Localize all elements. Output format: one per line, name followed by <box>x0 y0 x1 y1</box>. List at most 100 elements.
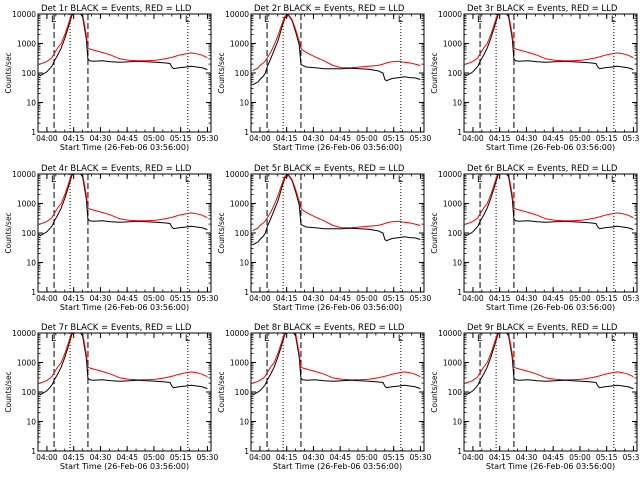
plot-frame <box>37 332 212 452</box>
x-tick-label: 04:00 <box>36 453 58 462</box>
flag-marker: L <box>611 175 616 185</box>
y-tick-label: 10 <box>239 259 249 268</box>
x-tick-label: 04:45 <box>116 134 138 143</box>
events-series <box>465 14 634 77</box>
x-tick-label: 05:30 <box>410 294 432 303</box>
events-series <box>39 14 208 77</box>
y-axis-label: Counts/sec <box>4 212 13 253</box>
x-tick-label: 04:30 <box>90 134 112 143</box>
x-tick-label: 04:00 <box>36 294 58 303</box>
y-tick-label: 10000 <box>438 10 462 19</box>
y-tick-label: 100 <box>448 69 463 78</box>
lld-series <box>39 333 208 384</box>
y-tick-label: 1 <box>457 128 462 137</box>
events-series <box>465 333 634 396</box>
y-axis-label: Counts/sec <box>217 52 226 93</box>
x-tick-label: 04:15 <box>489 453 511 462</box>
y-tick-label: 1 <box>31 128 36 137</box>
plot-frame <box>37 173 212 293</box>
y-tick-label: 10000 <box>12 170 36 179</box>
flag-marker: L <box>51 15 56 25</box>
x-tick-label: 05:30 <box>197 453 219 462</box>
flag-marker: L <box>264 334 269 344</box>
lld-series <box>39 14 208 65</box>
events-series <box>252 333 421 396</box>
lld-series <box>252 174 421 232</box>
chart-title: Det 9r BLACK = Events, RED = LLD <box>467 323 618 333</box>
x-tick-label: 04:45 <box>116 453 138 462</box>
flag-marker: L <box>185 334 190 344</box>
x-tick-label: 04:00 <box>462 134 484 143</box>
y-axis-label: Counts/sec <box>4 371 13 412</box>
y-tick-label: 10000 <box>225 329 249 338</box>
x-tick-label: 04:00 <box>462 453 484 462</box>
x-tick-label: 04:30 <box>516 294 538 303</box>
x-tick-label: 05:15 <box>596 294 618 303</box>
x-tick-label: 05:15 <box>383 294 405 303</box>
x-tick-label: 04:30 <box>90 294 112 303</box>
x-tick-label: 05:00 <box>356 134 378 143</box>
x-tick-label: 04:00 <box>249 453 271 462</box>
x-tick-label: 04:45 <box>116 294 138 303</box>
x-tick-label: 05:00 <box>569 134 591 143</box>
y-tick-label: 1000 <box>443 200 462 209</box>
y-tick-label: 1000 <box>17 359 36 368</box>
y-tick-label: 100 <box>22 229 37 238</box>
y-axis-label: Counts/sec <box>430 52 439 93</box>
y-tick-label: 1000 <box>443 40 462 49</box>
x-tick-label: 05:00 <box>143 294 165 303</box>
flag-marker: L <box>611 15 616 25</box>
y-tick-label: 100 <box>22 388 37 397</box>
x-tick-label: 05:15 <box>383 134 405 143</box>
x-tick-label: 04:30 <box>303 453 325 462</box>
y-tick-label: 100 <box>235 388 250 397</box>
x-tick-label: 05:15 <box>383 453 405 462</box>
y-tick-label: 10 <box>239 418 249 427</box>
x-tick-label: 04:45 <box>329 453 351 462</box>
y-tick-label: 10 <box>26 99 36 108</box>
y-tick-label: 1 <box>244 128 249 137</box>
y-tick-label: 10000 <box>12 329 36 338</box>
x-tick-label: 04:30 <box>303 294 325 303</box>
lld-series <box>465 333 634 384</box>
y-axis-label: Counts/sec <box>217 212 226 253</box>
x-tick-label: 04:15 <box>276 134 298 143</box>
chart-title: Det 2r BLACK = Events, RED = LLD <box>254 4 405 14</box>
x-axis-label: Start Time (26-Feb-06 03:56:00) <box>60 303 189 312</box>
events-series <box>252 14 421 86</box>
y-tick-label: 10000 <box>12 10 36 19</box>
x-tick-label: 04:45 <box>329 134 351 143</box>
x-axis-label: Start Time (26-Feb-06 03:56:00) <box>486 303 615 312</box>
chart-title: Det 4r BLACK = Events, RED = LLD <box>41 164 192 174</box>
y-tick-label: 100 <box>235 229 250 238</box>
x-axis-label: Start Time (26-Feb-06 03:56:00) <box>486 462 615 471</box>
y-axis-label: Counts/sec <box>430 212 439 253</box>
x-tick-label: 05:00 <box>569 294 591 303</box>
x-tick-label: 05:30 <box>197 294 219 303</box>
x-tick-label: 04:45 <box>329 294 351 303</box>
x-tick-label: 04:00 <box>462 294 484 303</box>
y-tick-label: 10 <box>452 259 462 268</box>
y-tick-label: 10000 <box>438 170 462 179</box>
lld-series <box>465 14 634 65</box>
x-tick-label: 04:45 <box>542 294 564 303</box>
x-tick-label: 05:00 <box>143 134 165 143</box>
x-tick-label: 04:00 <box>249 134 271 143</box>
lld-series <box>252 333 421 384</box>
plot-frame <box>463 332 638 452</box>
y-tick-label: 1 <box>31 447 36 456</box>
chart-title: Det 5r BLACK = Events, RED = LLD <box>254 164 405 174</box>
y-tick-label: 1000 <box>17 40 36 49</box>
flag-marker: L <box>264 175 269 185</box>
y-tick-label: 100 <box>448 229 463 238</box>
y-tick-label: 1000 <box>230 359 249 368</box>
x-tick-label: 05:30 <box>623 453 640 462</box>
y-tick-label: 100 <box>22 69 37 78</box>
